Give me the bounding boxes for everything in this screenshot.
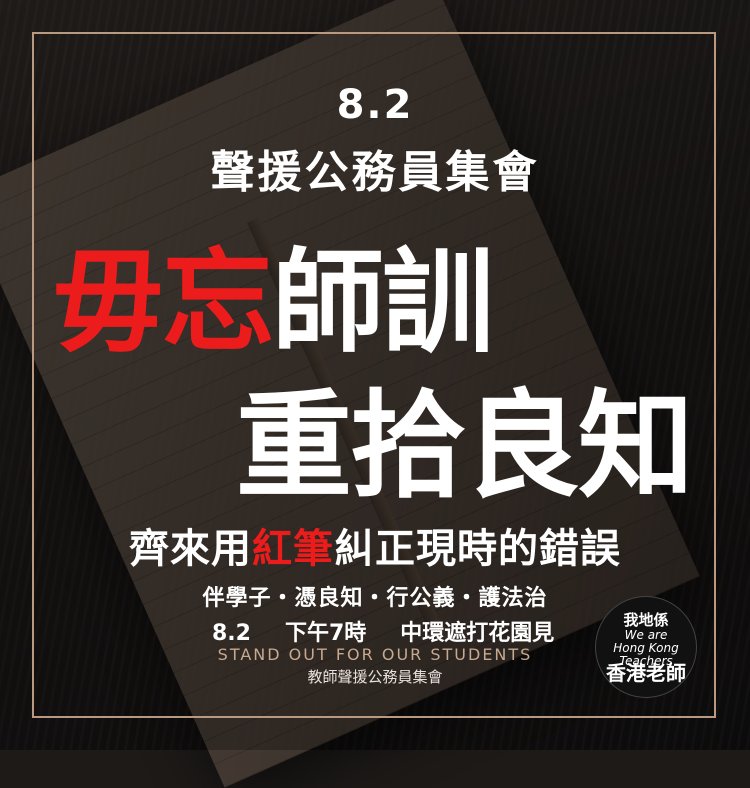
headline-1: 毋忘師訓 (52, 212, 494, 374)
event-date: 8.2 (212, 621, 251, 646)
headline-1-red: 毋忘 (52, 237, 274, 368)
date-top: 8.2 (336, 82, 414, 128)
call-to-action: 齊來用紅筆糾正現時的錯誤 (0, 516, 750, 574)
logo-we-are: We are (624, 628, 668, 642)
event-time: 下午7時 (284, 621, 367, 646)
event-details: 8.2 下午7時 中環遮打花園見 (212, 615, 588, 647)
logo-hong-kong: Hong Kong (613, 641, 679, 655)
organizer: 教師聲援公務員集會 (307, 668, 443, 686)
logo-line-3: 香港老師 (606, 661, 686, 685)
logo-line-2: We are Hong Kong Teachers (596, 629, 696, 668)
logo-line-1: 我地係 (623, 611, 669, 629)
subtitle: 聲援公務員集會 (210, 147, 540, 198)
headline-2: 重拾良知 (236, 378, 694, 514)
logo-teachers: Teachers (619, 654, 673, 668)
stand-out-text: STAND OUT FOR OUR STUDENTS (217, 645, 533, 664)
slogans: 伴學子・憑良知・行公義・護法治 (202, 586, 548, 611)
hk-teachers-logo: 我地係 We are Hong Kong Teachers 香港老師 (595, 596, 697, 698)
border-frame (32, 32, 716, 718)
event-place: 中環遮打花園見 (400, 621, 555, 646)
cta-red: 紅筆 (252, 526, 334, 572)
headline-1-white: 師訓 (272, 237, 494, 368)
cta-post: 糾正現時的錯誤 (334, 526, 621, 572)
cta-pre: 齊來用 (129, 526, 252, 572)
